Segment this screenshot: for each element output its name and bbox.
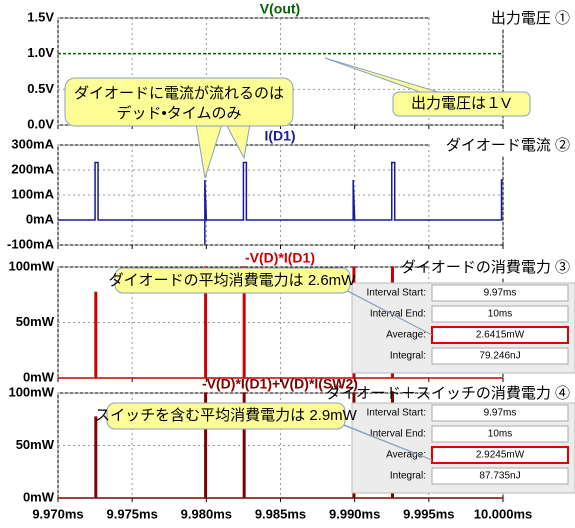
y-tick-label: 100mA [11, 186, 54, 201]
panel-label: ダイオード電流 ② [446, 137, 570, 154]
x-tick-label: 9.975ms [107, 506, 158, 521]
panel-label-bg [430, 384, 573, 404]
y-tick-label: 0mA [26, 211, 55, 226]
callouts: 出力電圧は１V ダイオードに電流が流れるのは デッド•タイムのみ ダイオードの平… [64, 57, 531, 461]
x-tick-label: 9.980ms [181, 506, 232, 521]
callout-text: デッド•タイムのみ [117, 104, 242, 122]
y-tick-label: 100mW [8, 258, 54, 273]
measurement-box [431, 446, 569, 464]
measurement-label: Interval End: [370, 309, 426, 320]
measurement-value: 79.246nJ [479, 351, 520, 362]
measurement-label: Integral: [390, 471, 426, 482]
x-tick-label: 9.990ms [329, 506, 380, 521]
trace-name: -V(D)*I(D1) [245, 250, 315, 266]
callout-text: 出力電圧は１V [411, 95, 511, 112]
y-tick-label: 300mA [11, 136, 54, 151]
measurement-value: 9.97ms [484, 288, 517, 299]
measurement-box [431, 284, 569, 302]
y-tick-label: 1.0V [27, 45, 54, 60]
measurement-value: 2.9245mW [476, 450, 525, 461]
y-tick-label: 100mW [8, 384, 54, 399]
measurement-box [431, 425, 569, 443]
measurement-box [431, 305, 569, 323]
callout-text: ダイオードに電流が流れるのは [74, 85, 284, 102]
y-tick-label: 0mW [23, 369, 55, 384]
measurement-value: 9.97ms [484, 408, 517, 419]
y-tick-label: 0.0V [27, 116, 54, 131]
measurement-box [431, 404, 569, 422]
measurement-value: 10ms [488, 429, 512, 440]
measurement-label: Interval Start: [367, 288, 426, 299]
panel-label-bg [430, 9, 573, 29]
x-tick-label: 9.985ms [255, 506, 306, 521]
x-tick-label: 9.995ms [403, 506, 454, 521]
callout-box [64, 77, 294, 127]
y-tick-label: 50mW [16, 314, 55, 329]
callout-text: スイッチを含む平均消費電力は 2.9mW [95, 407, 358, 424]
panel-label: 出力電圧 ① [491, 10, 570, 27]
x-tick-label: 9.970ms [32, 506, 83, 521]
y-tick-label: 0.5V [27, 81, 54, 96]
callout-box [392, 91, 531, 117]
callout-box [114, 267, 351, 294]
y-tick-label: 1.5V [27, 9, 54, 24]
trace-name: V(out) [260, 1, 300, 17]
measurement-label: Interval Start: [367, 408, 426, 419]
y-tick-label: 0mW [23, 489, 55, 504]
measurement-label: Average: [386, 450, 426, 461]
measurement-value: 10ms [488, 309, 512, 320]
measurement-label: Average: [386, 330, 426, 341]
trace [58, 161, 503, 245]
trace-name: I(D1) [264, 128, 295, 144]
x-tick-label: 10.000ms [474, 506, 533, 521]
callout-box [106, 402, 346, 430]
callout-text: ダイオードの平均消費電力は 2.6mW [109, 272, 357, 289]
y-tick-label: 50mW [16, 437, 55, 452]
panel-label-bg [430, 258, 573, 278]
measurement-value: 87.735nJ [479, 471, 520, 482]
measurement-box [431, 347, 569, 365]
measurement-value: 2.6415mW [476, 330, 525, 341]
y-tick-label: 200mA [11, 161, 54, 176]
panel-label-bg [430, 136, 573, 156]
panel-label: ダイオードの消費電力 ③ [401, 259, 570, 276]
measurement-label: Interval End: [370, 429, 426, 440]
trace-name: -V(D)*I(D1)+V(D)*I(SW2) [202, 376, 358, 392]
panel-label: ダイオード＋スイッチの消費電力 ④ [326, 385, 570, 402]
measurement-box [431, 467, 569, 485]
y-tick-label: -100mA [7, 236, 55, 251]
measurement-label: Integral: [390, 351, 426, 362]
